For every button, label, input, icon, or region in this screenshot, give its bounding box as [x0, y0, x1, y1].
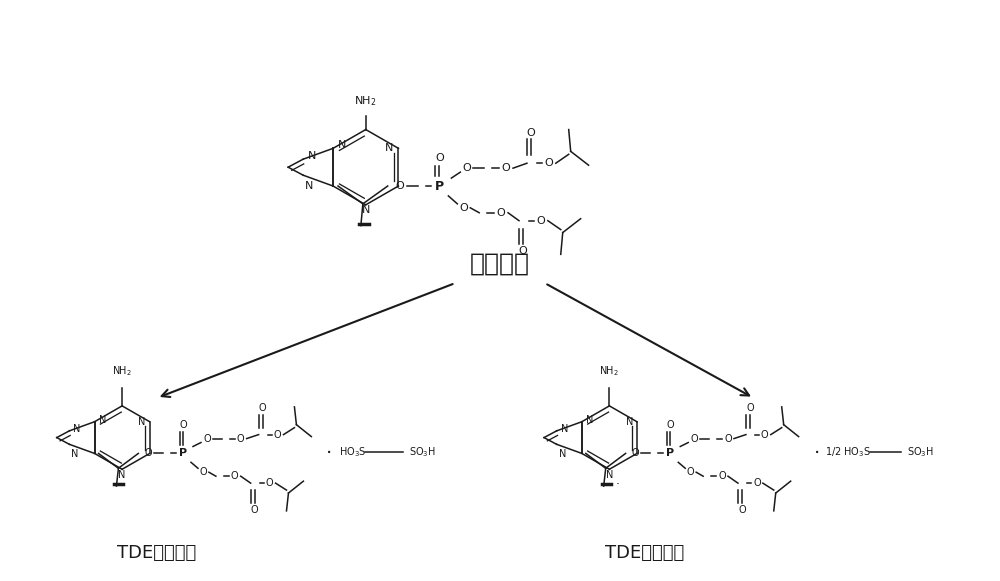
Text: O: O: [718, 471, 726, 481]
Text: O: O: [462, 163, 471, 173]
Text: N: N: [308, 151, 316, 162]
Text: O: O: [395, 181, 404, 191]
Text: TDE（半盐）: TDE（半盐）: [605, 544, 684, 562]
Text: N: N: [73, 424, 81, 434]
Text: N: N: [71, 449, 79, 459]
Text: N: N: [338, 141, 346, 150]
Text: N: N: [385, 144, 394, 153]
Text: O: O: [435, 153, 444, 163]
Text: N: N: [118, 470, 126, 480]
Text: 1/2 HO$_3$S: 1/2 HO$_3$S: [825, 446, 871, 460]
Text: NH$_2$: NH$_2$: [112, 364, 132, 378]
Text: O: O: [179, 419, 187, 430]
Text: O: O: [251, 505, 258, 515]
Text: TDE（单盐）: TDE（单盐）: [117, 544, 197, 562]
Text: O: O: [536, 216, 545, 225]
Text: N: N: [606, 470, 613, 480]
Text: O: O: [459, 203, 468, 213]
Text: O: O: [753, 478, 761, 488]
Text: O: O: [199, 467, 207, 477]
Text: N: N: [305, 181, 313, 191]
Text: O: O: [667, 419, 674, 430]
Text: O: O: [144, 449, 152, 458]
Text: N: N: [561, 424, 568, 434]
Text: HO$_3$S: HO$_3$S: [339, 446, 367, 460]
Text: ·: ·: [326, 444, 332, 463]
Text: O: O: [761, 429, 769, 440]
Text: 替诺福韦: 替诺福韦: [470, 251, 530, 275]
Text: P: P: [666, 449, 674, 458]
Text: N: N: [586, 415, 593, 425]
Text: N: N: [626, 417, 633, 426]
Text: N: N: [99, 415, 106, 425]
Text: O: O: [632, 449, 639, 458]
Text: NH$_2$: NH$_2$: [354, 94, 377, 107]
Text: O: O: [502, 163, 510, 173]
Text: O: O: [686, 467, 694, 477]
Text: O: O: [274, 429, 281, 440]
Text: O: O: [544, 158, 553, 168]
Text: O: O: [231, 471, 239, 481]
Text: O: O: [527, 127, 535, 138]
Text: O: O: [738, 505, 746, 515]
Text: SO$_3$H: SO$_3$H: [907, 446, 934, 460]
Text: N: N: [559, 449, 566, 459]
Text: O: O: [746, 403, 754, 413]
Text: N: N: [362, 205, 370, 215]
Text: ·: ·: [616, 478, 620, 490]
Text: ·: ·: [813, 444, 820, 463]
Text: O: O: [266, 478, 273, 488]
Text: O: O: [519, 246, 527, 256]
Text: O: O: [203, 433, 211, 443]
Text: P: P: [435, 180, 444, 192]
Text: P: P: [179, 449, 187, 458]
Text: O: O: [690, 433, 698, 443]
Text: O: O: [724, 433, 732, 443]
Text: O: O: [259, 403, 266, 413]
Text: SO$_3$H: SO$_3$H: [409, 446, 436, 460]
Text: N: N: [138, 417, 146, 426]
Text: NH$_2$: NH$_2$: [599, 364, 619, 378]
Text: O: O: [237, 433, 245, 443]
Text: O: O: [497, 208, 505, 218]
